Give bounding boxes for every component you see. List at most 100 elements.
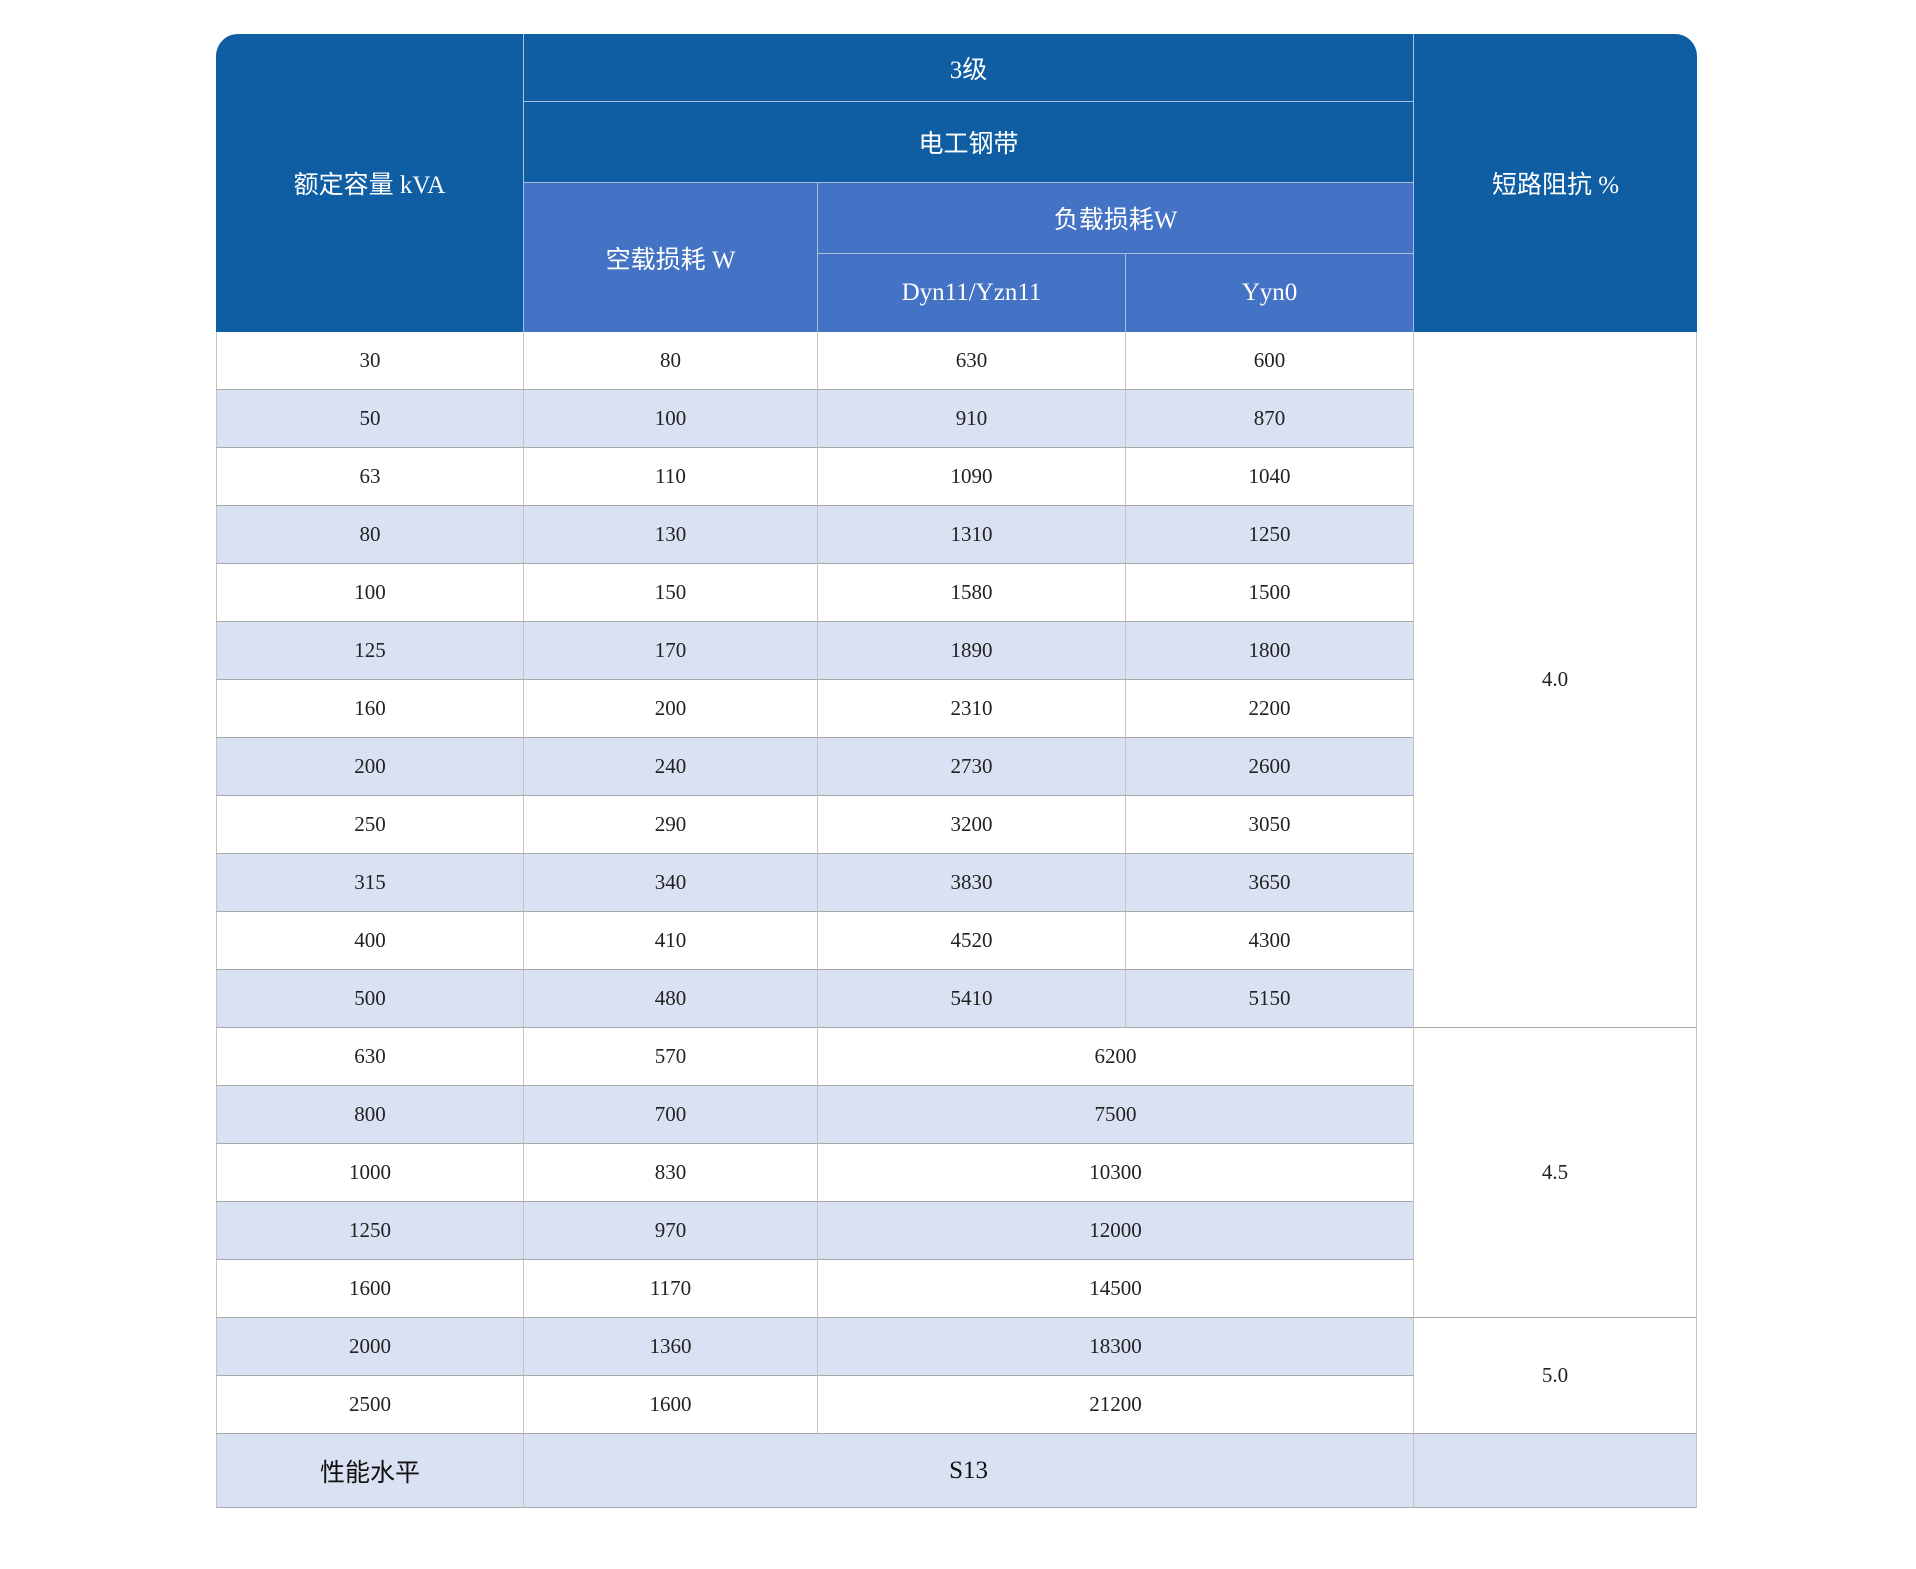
- load-loss-cell: 10300: [817, 1144, 1414, 1202]
- no-load-loss-cell: 340: [523, 854, 817, 912]
- load-loss-dyn-cell: 630: [817, 332, 1125, 390]
- table-row: 100 150 1580 1500: [216, 564, 1697, 622]
- no-load-loss-cell: 150: [523, 564, 817, 622]
- spec-table-container: 额定容量 kVA 3级 短路阻抗 % 电工钢带 空载损耗 W 负载损耗W Dyn…: [216, 34, 1698, 1508]
- load-loss-yyn-cell: 2600: [1125, 738, 1414, 796]
- header-grade: 3级: [523, 34, 1414, 101]
- no-load-loss-cell: 700: [523, 1086, 817, 1144]
- load-loss-yyn-cell: 5150: [1125, 970, 1414, 1028]
- table-row: 2500 1600 21200: [216, 1376, 1697, 1434]
- table-row: 1250 970 12000: [216, 1202, 1697, 1260]
- capacity-cell: 1250: [216, 1202, 523, 1260]
- header-yyn: Yyn0: [1125, 253, 1414, 332]
- no-load-loss-cell: 200: [523, 680, 817, 738]
- capacity-cell: 2500: [216, 1376, 523, 1434]
- header-material: 电工钢带: [523, 101, 1414, 182]
- capacity-cell: 100: [216, 564, 523, 622]
- table-row: 1000 830 10300: [216, 1144, 1697, 1202]
- impedance-cell: 5.0: [1413, 1318, 1698, 1434]
- capacity-cell: 125: [216, 622, 523, 680]
- capacity-cell: 80: [216, 506, 523, 564]
- capacity-cell: 315: [216, 854, 523, 912]
- transformer-spec-table: 额定容量 kVA 3级 短路阻抗 % 电工钢带 空载损耗 W 负载损耗W Dyn…: [216, 34, 1698, 1508]
- load-loss-yyn-cell: 3650: [1125, 854, 1414, 912]
- header-load-loss: 负载损耗W: [817, 182, 1414, 253]
- capacity-cell: 2000: [216, 1318, 523, 1376]
- load-loss-dyn-cell: 1090: [817, 448, 1125, 506]
- no-load-loss-cell: 110: [523, 448, 817, 506]
- table-row: 630 570 6200 4.5: [216, 1028, 1698, 1318]
- footer-impedance: [1413, 1434, 1698, 1508]
- load-loss-cell: 7500: [817, 1086, 1414, 1144]
- no-load-loss-cell: 970: [523, 1202, 817, 1260]
- load-loss-yyn-cell: 1040: [1125, 448, 1414, 506]
- table-row: 200 240 2730 2600: [216, 738, 1697, 796]
- no-load-loss-cell: 1170: [523, 1260, 817, 1318]
- capacity-cell: 160: [216, 680, 523, 738]
- load-loss-dyn-cell: 910: [817, 390, 1125, 448]
- load-loss-yyn-cell: 600: [1125, 332, 1414, 390]
- impedance-cell: 4.0: [1413, 332, 1698, 1028]
- table-body: 30 80 630 600 4.0 50 100 910 870 63 110 1090 1040 80 1…: [216, 332, 1698, 1434]
- table-row: 30 80 630 600 4.0: [216, 332, 1698, 1028]
- capacity-cell: 500: [216, 970, 523, 1028]
- capacity-cell: 800: [216, 1086, 523, 1144]
- table-row: 160 200 2310 2200: [216, 680, 1697, 738]
- header-dyn: Dyn11/Yzn11: [817, 253, 1125, 332]
- no-load-loss-cell: 80: [523, 332, 817, 390]
- capacity-cell: 250: [216, 796, 523, 854]
- no-load-loss-cell: 410: [523, 912, 817, 970]
- load-loss-dyn-cell: 4520: [817, 912, 1125, 970]
- capacity-cell: 63: [216, 448, 523, 506]
- no-load-loss-cell: 1600: [523, 1376, 817, 1434]
- table-row: 800 700 7500: [216, 1086, 1697, 1144]
- load-loss-cell: 14500: [817, 1260, 1414, 1318]
- table-row: 1600 1170 14500: [216, 1260, 1697, 1318]
- capacity-cell: 1600: [216, 1260, 523, 1318]
- footer-label: 性能水平: [216, 1434, 523, 1508]
- table-row: 125 170 1890 1800: [216, 622, 1697, 680]
- load-loss-yyn-cell: 3050: [1125, 796, 1414, 854]
- no-load-loss-cell: 480: [523, 970, 817, 1028]
- capacity-cell: 200: [216, 738, 523, 796]
- load-loss-dyn-cell: 1310: [817, 506, 1125, 564]
- load-loss-yyn-cell: 2200: [1125, 680, 1414, 738]
- load-loss-dyn-cell: 2310: [817, 680, 1125, 738]
- no-load-loss-cell: 100: [523, 390, 817, 448]
- load-loss-cell: 21200: [817, 1376, 1414, 1434]
- load-loss-yyn-cell: 870: [1125, 390, 1414, 448]
- load-loss-dyn-cell: 3830: [817, 854, 1125, 912]
- load-loss-cell: 6200: [817, 1028, 1414, 1086]
- no-load-loss-cell: 130: [523, 506, 817, 564]
- no-load-loss-cell: 170: [523, 622, 817, 680]
- footer-value: S13: [523, 1434, 1414, 1508]
- capacity-cell: 50: [216, 390, 523, 448]
- load-loss-cell: 18300: [817, 1318, 1414, 1376]
- load-loss-yyn-cell: 1500: [1125, 564, 1414, 622]
- no-load-loss-cell: 240: [523, 738, 817, 796]
- load-loss-dyn-cell: 1890: [817, 622, 1125, 680]
- load-loss-dyn-cell: 1580: [817, 564, 1125, 622]
- load-loss-yyn-cell: 4300: [1125, 912, 1414, 970]
- header-impedance: 短路阻抗 %: [1413, 34, 1698, 332]
- header-no-load-loss: 空载损耗 W: [523, 182, 817, 332]
- load-loss-yyn-cell: 1250: [1125, 506, 1414, 564]
- load-loss-dyn-cell: 2730: [817, 738, 1125, 796]
- no-load-loss-cell: 290: [523, 796, 817, 854]
- load-loss-dyn-cell: 3200: [817, 796, 1125, 854]
- table-row: 500 480 5410 5150: [216, 970, 1697, 1028]
- capacity-cell: 1000: [216, 1144, 523, 1202]
- capacity-cell: 630: [216, 1028, 523, 1086]
- no-load-loss-cell: 830: [523, 1144, 817, 1202]
- capacity-cell: 400: [216, 912, 523, 970]
- header-capacity: 额定容量 kVA: [216, 34, 523, 332]
- table-row: 50 100 910 870: [216, 390, 1697, 448]
- table-row: 63 110 1090 1040: [216, 448, 1697, 506]
- no-load-loss-cell: 1360: [523, 1318, 817, 1376]
- table-row: 80 130 1310 1250: [216, 506, 1697, 564]
- load-loss-dyn-cell: 5410: [817, 970, 1125, 1028]
- load-loss-cell: 12000: [817, 1202, 1414, 1260]
- table-row: 2000 1360 18300 5.0: [216, 1318, 1698, 1434]
- table-row: 250 290 3200 3050: [216, 796, 1697, 854]
- capacity-cell: 30: [216, 332, 523, 390]
